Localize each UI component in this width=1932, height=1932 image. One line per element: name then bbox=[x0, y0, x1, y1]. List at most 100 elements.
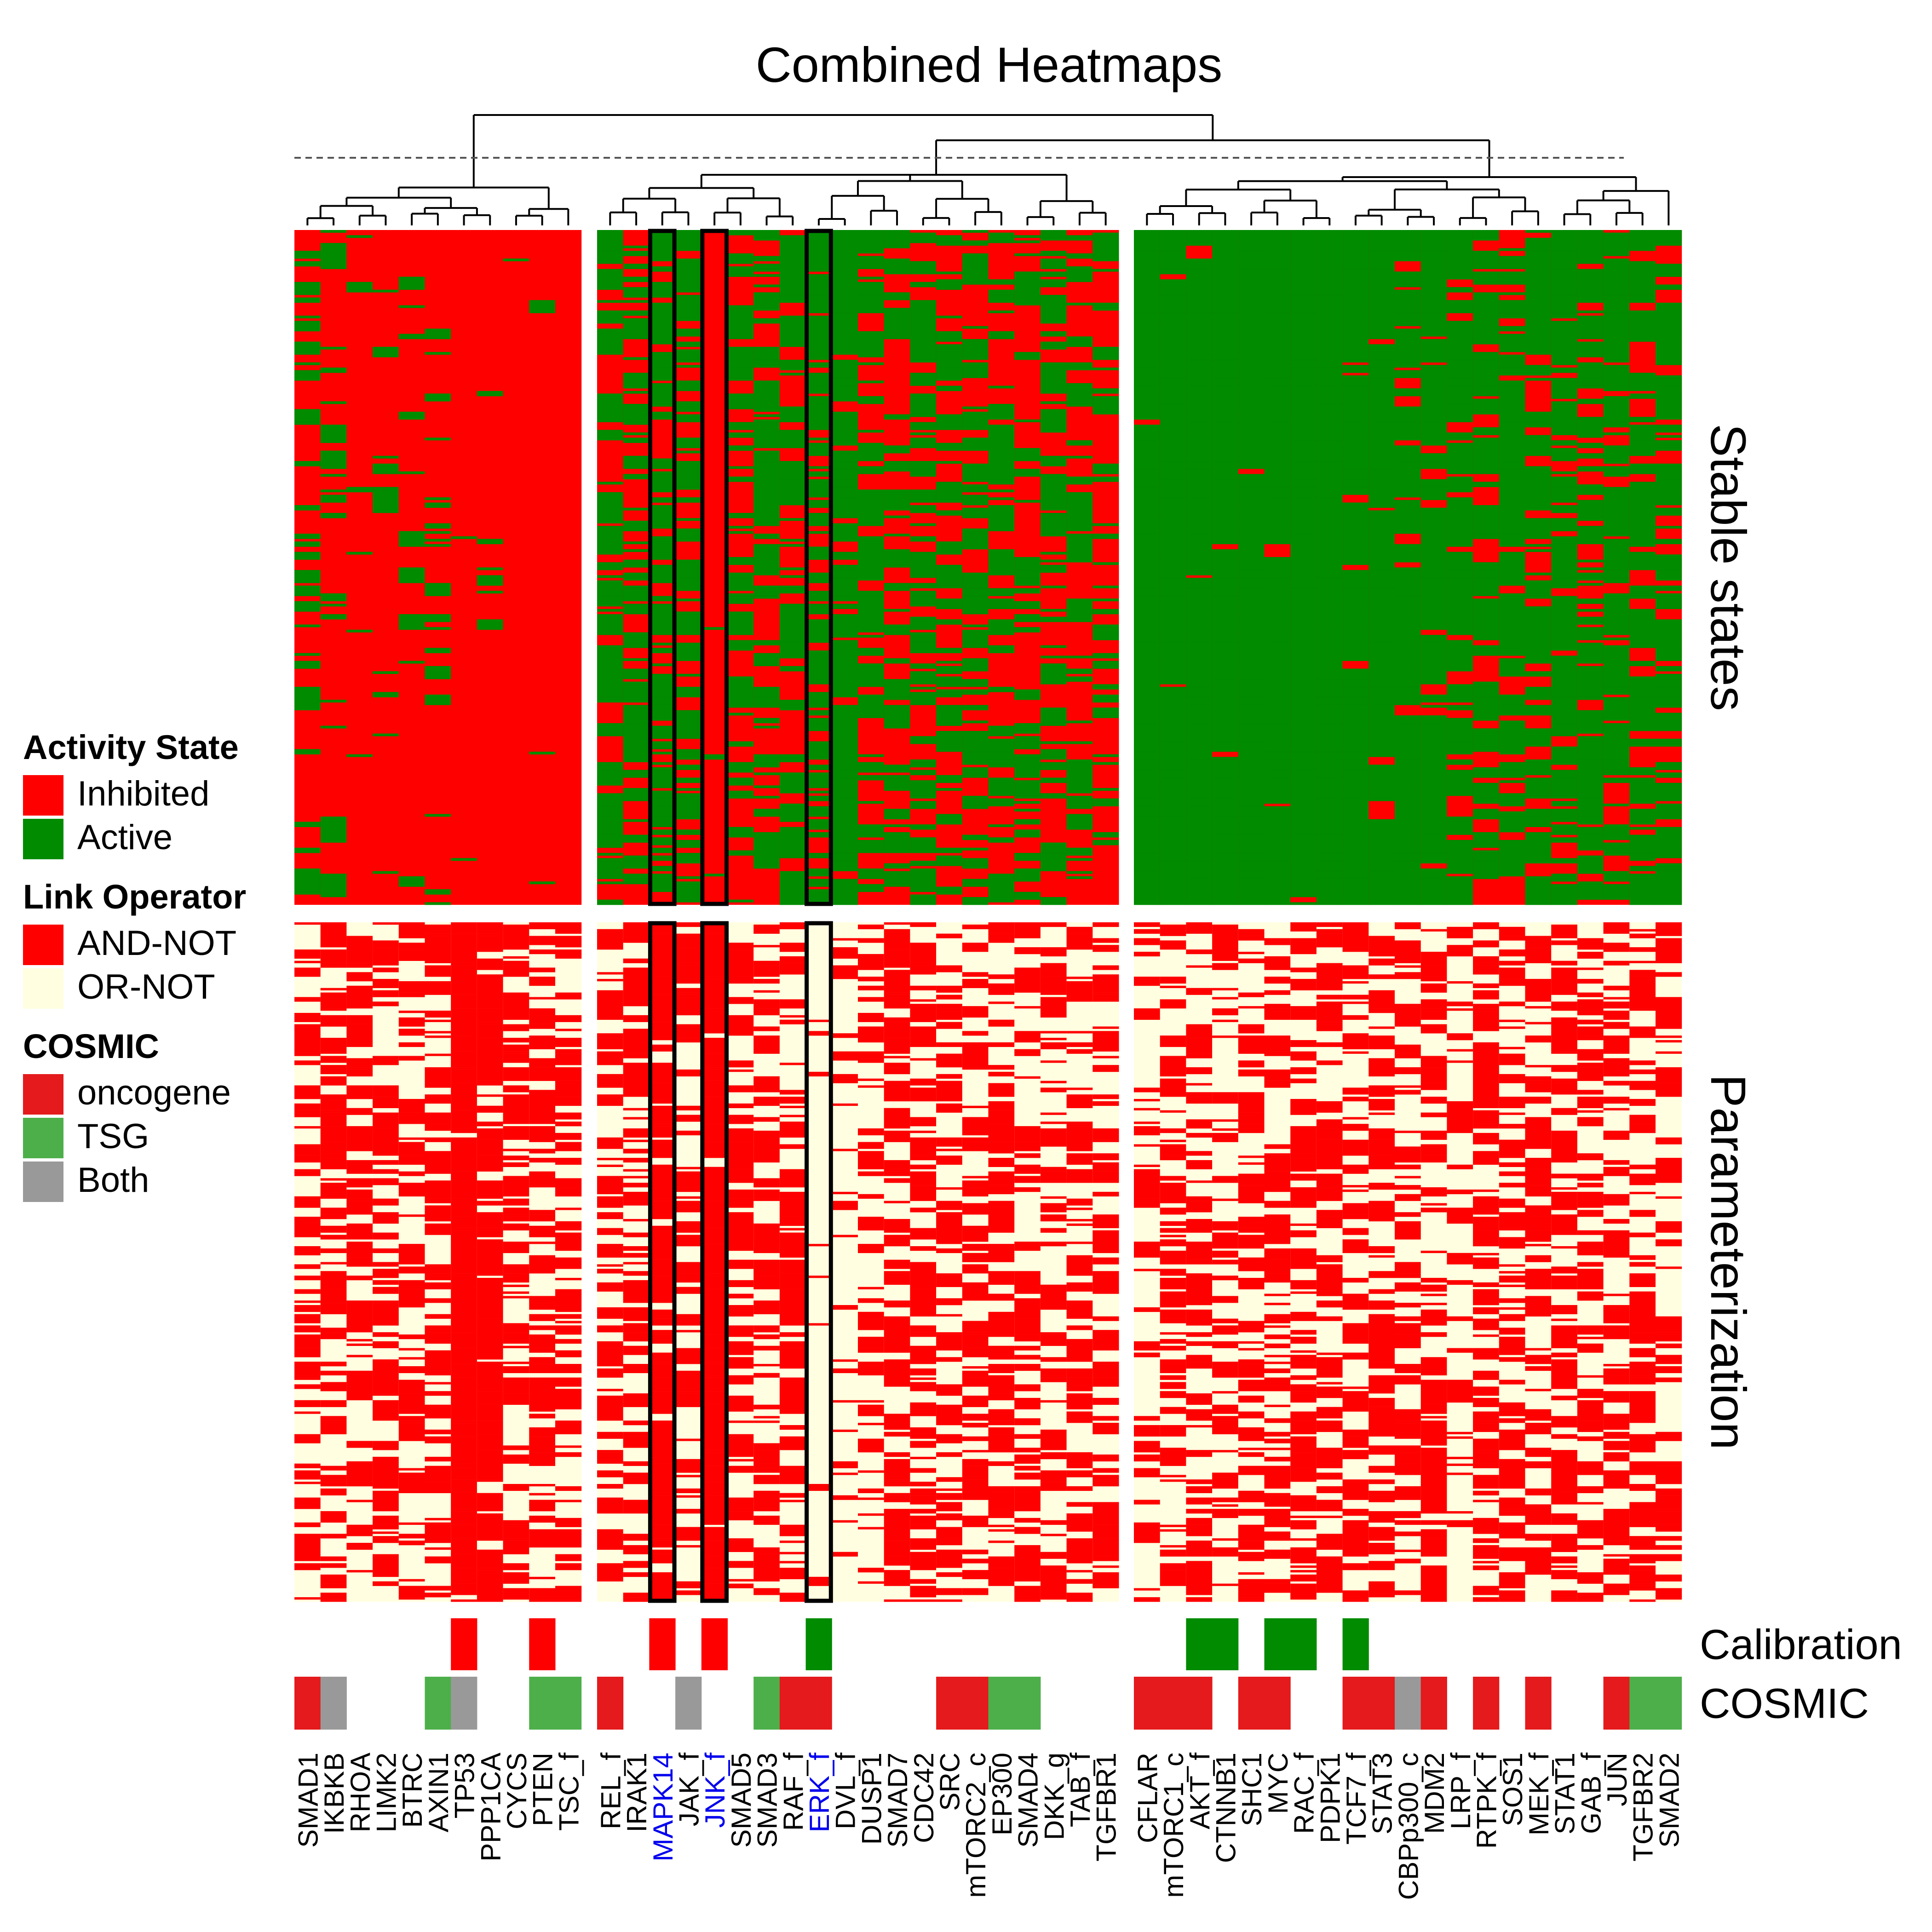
stable-cell bbox=[1160, 866, 1186, 877]
stable-cell bbox=[779, 461, 806, 477]
stable-cell bbox=[936, 414, 963, 430]
stable-cell bbox=[1186, 793, 1213, 796]
stable-cell bbox=[962, 754, 989, 762]
param-cell bbox=[451, 1402, 477, 1412]
param-cell bbox=[477, 1318, 504, 1321]
param-cell bbox=[425, 1339, 451, 1344]
stable-cell bbox=[1395, 616, 1421, 622]
stable-cell bbox=[1264, 466, 1291, 474]
param-cell bbox=[529, 1414, 556, 1419]
param-cell bbox=[346, 960, 373, 963]
stable-cell bbox=[1264, 271, 1291, 277]
stable-cell bbox=[1186, 562, 1213, 565]
stable-cell bbox=[910, 559, 937, 565]
stable-cell bbox=[1040, 656, 1067, 659]
stable-cell bbox=[832, 604, 858, 607]
stable-cell bbox=[1290, 487, 1317, 498]
stable-cell bbox=[1160, 728, 1186, 734]
param-cell bbox=[451, 1568, 477, 1575]
stable-cell bbox=[988, 744, 1015, 749]
param-cell bbox=[398, 1017, 425, 1024]
stable-cell bbox=[832, 822, 858, 825]
stable-cell bbox=[805, 718, 832, 721]
stable-cell bbox=[1134, 707, 1161, 724]
stable-cell bbox=[1629, 417, 1656, 422]
stable-cell bbox=[753, 284, 780, 288]
param-cell bbox=[649, 1094, 676, 1099]
param-cell bbox=[398, 1266, 425, 1269]
stable-cell bbox=[1499, 354, 1525, 365]
param-cell bbox=[503, 1176, 529, 1179]
stable-cell bbox=[832, 365, 858, 376]
stable-cell bbox=[832, 432, 858, 436]
stable-cell bbox=[832, 746, 858, 757]
param-cell bbox=[597, 929, 624, 941]
param-cell bbox=[503, 1461, 529, 1464]
param-cell bbox=[346, 956, 373, 961]
param-cell bbox=[597, 1450, 624, 1453]
stable-cell bbox=[1499, 328, 1525, 332]
param-cell bbox=[555, 1074, 582, 1077]
param-cell bbox=[597, 1191, 624, 1195]
param-cell bbox=[623, 1135, 650, 1138]
stable-cell bbox=[1499, 422, 1525, 425]
stable-cell bbox=[597, 341, 624, 345]
param-cell bbox=[451, 1343, 477, 1348]
stable-cell bbox=[1186, 713, 1213, 716]
stable-cell bbox=[1186, 422, 1213, 425]
stable-cell bbox=[1629, 393, 1656, 399]
param-cell bbox=[649, 1044, 676, 1052]
param-cell bbox=[320, 1300, 347, 1303]
stable-cell bbox=[832, 557, 858, 560]
stable-cell bbox=[910, 663, 937, 669]
stable-cell bbox=[779, 539, 806, 542]
stable-cell bbox=[1014, 580, 1041, 586]
stable-cell bbox=[1656, 510, 1682, 516]
param-cell bbox=[477, 1083, 504, 1086]
stable-cell bbox=[753, 453, 780, 461]
stable-cell bbox=[623, 611, 650, 615]
stable-cell bbox=[858, 466, 885, 474]
param-cell bbox=[503, 1538, 529, 1541]
param-cell bbox=[649, 1259, 676, 1267]
stable-cell bbox=[1160, 489, 1186, 498]
stable-cell bbox=[1264, 300, 1291, 311]
stable-cell bbox=[1134, 463, 1161, 466]
stable-cell bbox=[1134, 248, 1161, 251]
stable-cell bbox=[805, 572, 832, 575]
param-cell bbox=[294, 922, 321, 925]
stable-cell bbox=[727, 321, 754, 327]
param-cell bbox=[346, 1210, 373, 1213]
param-cell bbox=[477, 974, 504, 979]
stable-cell bbox=[962, 847, 989, 851]
param-cell bbox=[529, 1314, 556, 1317]
stable-cell bbox=[1212, 840, 1239, 848]
stable-cell bbox=[884, 583, 910, 591]
param-cell bbox=[649, 1339, 676, 1342]
stable-cell bbox=[294, 886, 321, 892]
stable-cell bbox=[832, 879, 858, 882]
param-cell bbox=[649, 1142, 676, 1144]
param-cell bbox=[451, 1230, 477, 1233]
stable-cell bbox=[675, 720, 702, 726]
stable-cell bbox=[675, 629, 702, 635]
stable-cell bbox=[1603, 450, 1630, 461]
stable-cell bbox=[910, 437, 937, 446]
stable-cell bbox=[477, 539, 504, 545]
stable-cell bbox=[910, 770, 937, 773]
stable-cell bbox=[1656, 702, 1682, 705]
stable-cell bbox=[1040, 850, 1067, 853]
param-cell bbox=[398, 1477, 425, 1491]
param-cell bbox=[477, 1081, 504, 1083]
stable-cell bbox=[1551, 297, 1578, 300]
stable-cell bbox=[649, 767, 676, 770]
stable-cell bbox=[1066, 656, 1093, 659]
stable-cell bbox=[936, 788, 963, 791]
stable-cell bbox=[1186, 648, 1213, 651]
stable-cell bbox=[805, 897, 832, 903]
stable-cell bbox=[858, 398, 885, 404]
param-cell bbox=[529, 979, 556, 984]
stable-cell bbox=[1238, 858, 1265, 861]
param-cell bbox=[597, 1475, 624, 1478]
stable-cell bbox=[1525, 378, 1552, 381]
